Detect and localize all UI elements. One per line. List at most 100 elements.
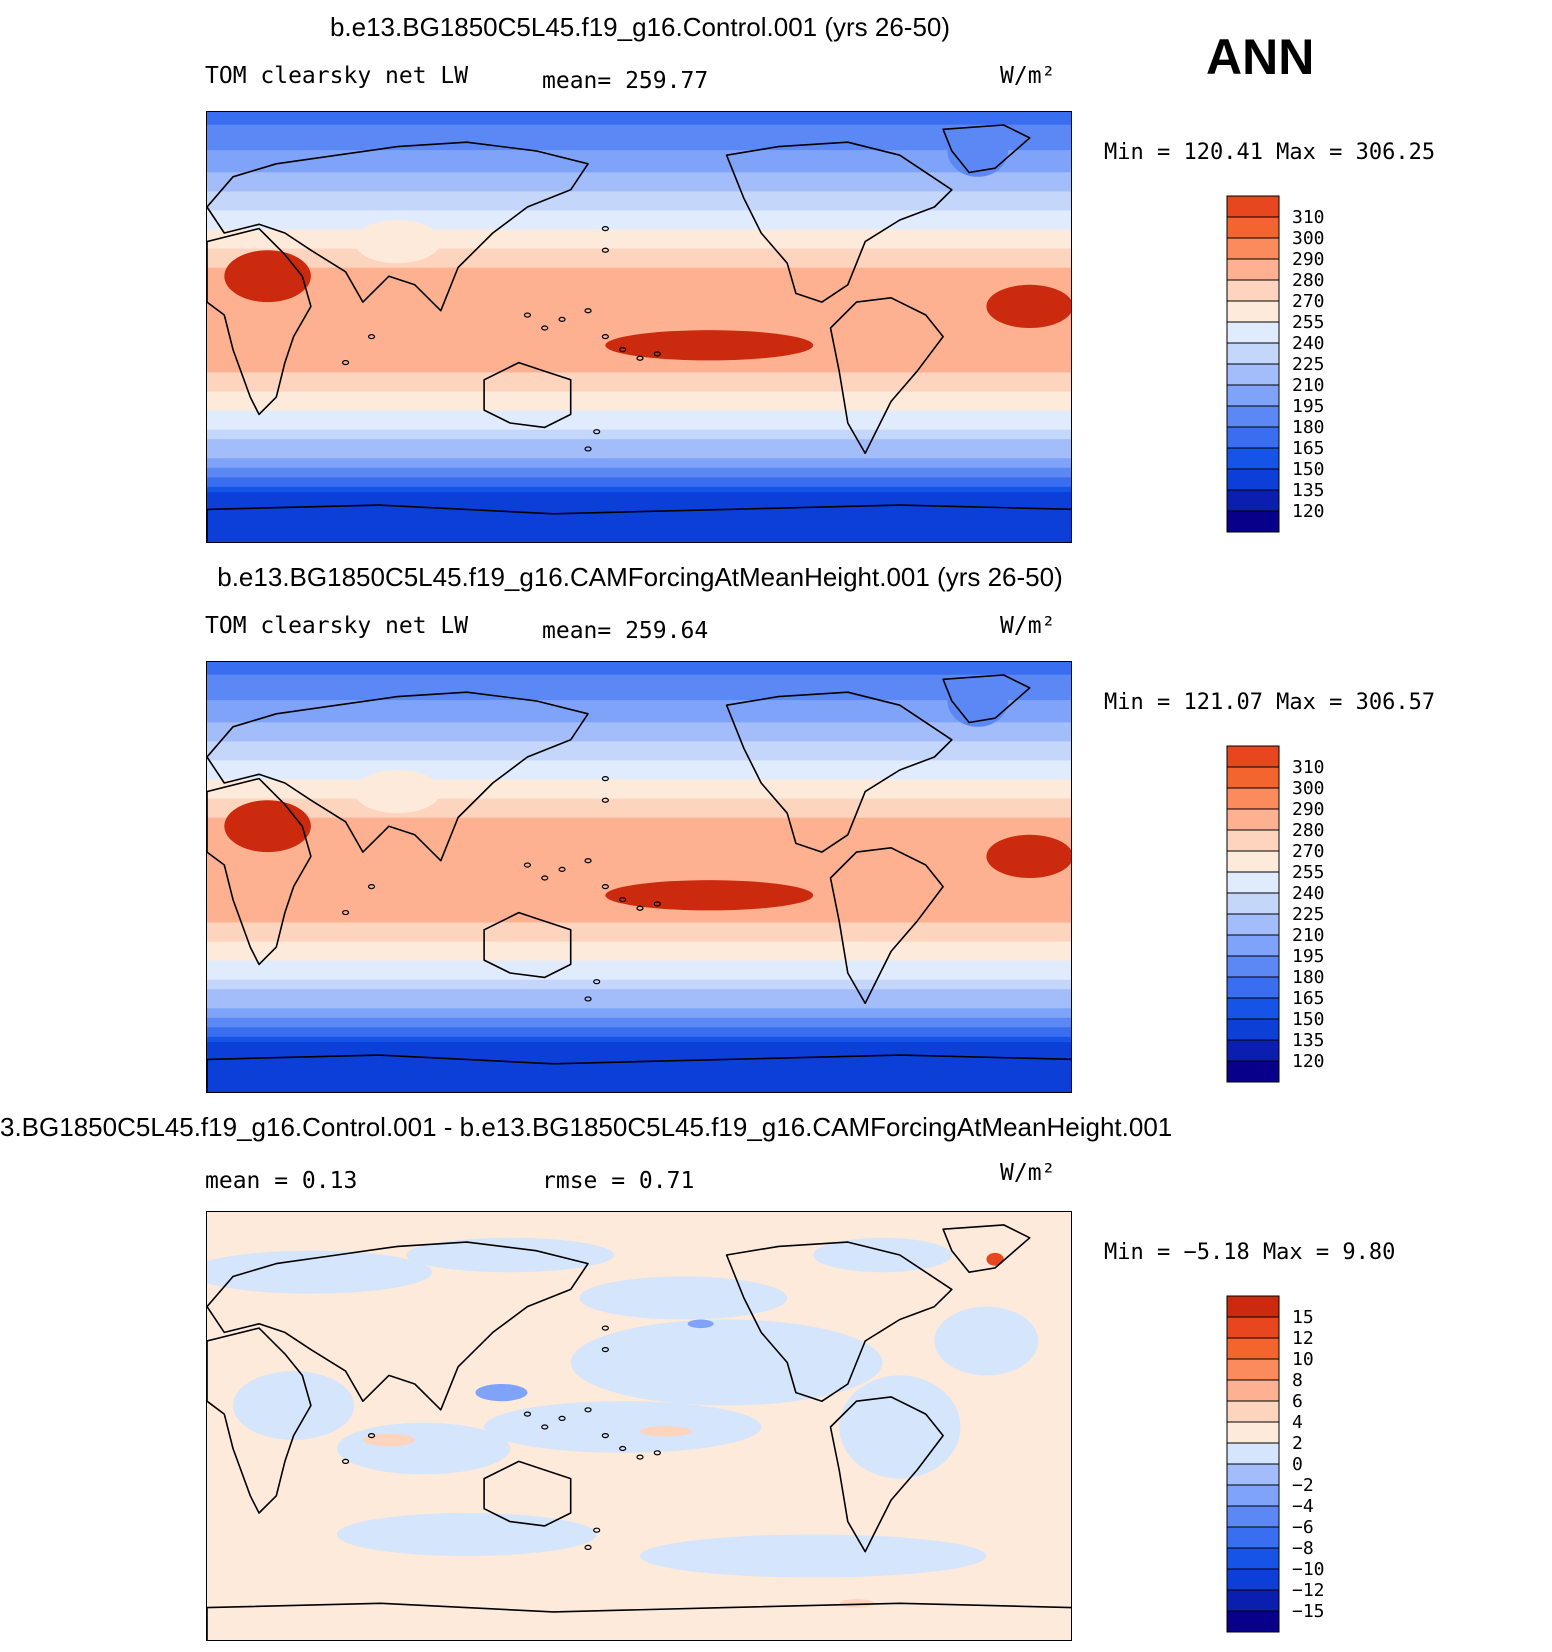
colorbar-tick-label: 165 — [1292, 438, 1325, 459]
field-band — [207, 296, 1071, 307]
panel3-units: W/m² — [1000, 1160, 1056, 1186]
colorbar-box — [1226, 1568, 1280, 1591]
colorbar-tick-label: 180 — [1292, 417, 1325, 438]
colorbar-box — [1226, 1379, 1280, 1402]
field-band — [207, 770, 1071, 781]
colorbar-svg: 3103002902802702552402252101951801651501… — [1226, 195, 1325, 533]
colorbar-tick-label: 280 — [1292, 820, 1325, 841]
colorbar-box — [1226, 1018, 1280, 1041]
coastline-africa — [207, 1327, 312, 1514]
field-band — [207, 258, 1071, 269]
colorbar-box — [1226, 1421, 1280, 1444]
colorbar-box — [1226, 850, 1280, 873]
coastline-greenland — [942, 674, 1031, 724]
colorbar-box — [1226, 1505, 1280, 1528]
field-band — [207, 210, 1071, 221]
field-band — [207, 305, 1071, 317]
island-outline — [601, 1433, 609, 1439]
colorbar-box — [1226, 1400, 1280, 1423]
field-band — [207, 429, 1071, 441]
coastline-greenland — [942, 1224, 1031, 1273]
field-band — [207, 865, 1071, 876]
colorbar-tick-label: −15 — [1292, 1601, 1325, 1622]
panel1-mean: mean= 259.77 — [542, 68, 709, 94]
field-patch — [813, 1237, 952, 1273]
colorbar-tick-label: 210 — [1292, 375, 1325, 396]
coastline-antarctica — [207, 1054, 1071, 1092]
colorbar-box — [1226, 934, 1280, 957]
colorbar-box — [1226, 1060, 1280, 1083]
island-outline — [653, 901, 661, 907]
colorbar-tick-label: 300 — [1292, 228, 1325, 249]
coastline-south-america — [829, 1396, 944, 1553]
coastline-antarctica — [207, 504, 1071, 542]
colorbar-tick-label: 225 — [1292, 904, 1325, 925]
field-band — [207, 486, 1071, 498]
field-patch — [336, 1422, 511, 1475]
colorbar-tick-label: 120 — [1292, 1051, 1325, 1072]
field-band — [207, 750, 1071, 762]
colorbar-tick-label: 255 — [1292, 862, 1325, 883]
field-band — [207, 410, 1071, 422]
island-outline — [601, 247, 609, 253]
coastline-australia — [483, 911, 572, 979]
field-band — [207, 439, 1071, 450]
colorbar-box — [1226, 468, 1280, 491]
island-outline — [601, 776, 609, 782]
colorbar-box — [1226, 955, 1280, 978]
panel2-colorbar: 310 300 290 280 270 255 240 225 210 195 180 165 150 1… — [1226, 745, 1356, 1085]
field-band — [207, 951, 1071, 962]
island-outline — [601, 1347, 609, 1353]
field-band — [207, 712, 1071, 724]
field-patch — [640, 1426, 692, 1437]
colorbar-tick-label: 135 — [1292, 480, 1325, 501]
colorbar-tick-label: 270 — [1292, 841, 1325, 862]
colorbar-box — [1226, 829, 1280, 852]
island-outline — [367, 1433, 376, 1439]
colorbar-tick-label: 165 — [1292, 988, 1325, 1009]
field-band — [207, 239, 1071, 250]
colorbar-box — [1226, 1316, 1280, 1339]
field-band — [207, 836, 1071, 848]
panel3-colorbar: 15 12 10 8 6 4 2 0 −2 −4 −6 −8 −10 −12 −15 — [1226, 1295, 1356, 1635]
panel3-mean: mean = 0.13 — [205, 1168, 358, 1194]
island-outline — [523, 1411, 532, 1417]
colorbar-tick-label: 255 — [1292, 312, 1325, 333]
colorbar-svg: 3103002902802702552402252101951801651501… — [1226, 745, 1325, 1083]
colorbar-tick-label: 195 — [1292, 396, 1325, 417]
colorbar-box — [1226, 195, 1280, 218]
coastline-north-america — [725, 691, 953, 853]
colorbar-box — [1226, 384, 1280, 407]
coastline-eurasia — [207, 691, 589, 862]
field-band — [207, 467, 1071, 479]
colorbar-box — [1226, 300, 1280, 323]
field-patch — [354, 770, 441, 814]
colorbar-tick-label: 4 — [1292, 1412, 1303, 1433]
coastline-greenland — [942, 124, 1031, 174]
colorbar-box — [1226, 745, 1280, 768]
island-outline — [523, 312, 532, 318]
island-outline — [558, 866, 566, 872]
colorbar-tick-label: 8 — [1292, 1370, 1303, 1391]
field-band — [207, 932, 1071, 943]
colorbar-box — [1226, 237, 1280, 260]
coastline-eurasia — [207, 1241, 589, 1411]
field-band — [207, 181, 1071, 193]
colorbar-tick-label: 135 — [1292, 1030, 1325, 1051]
field-patch — [484, 1401, 762, 1453]
coastline-south-america — [829, 297, 944, 455]
field-band — [207, 124, 1071, 139]
colorbar-box — [1226, 1547, 1280, 1570]
panel2-map-field — [207, 662, 1071, 1092]
field-band — [207, 817, 1071, 829]
island-outline — [558, 1415, 566, 1421]
colorbar-box — [1226, 1442, 1280, 1465]
field-patch — [570, 1319, 883, 1406]
island-outline — [341, 359, 350, 366]
field-band — [207, 150, 1071, 164]
field-band — [207, 401, 1071, 412]
island-outline — [653, 1450, 661, 1456]
island-outline — [601, 884, 609, 890]
field-patch — [839, 1599, 874, 1608]
